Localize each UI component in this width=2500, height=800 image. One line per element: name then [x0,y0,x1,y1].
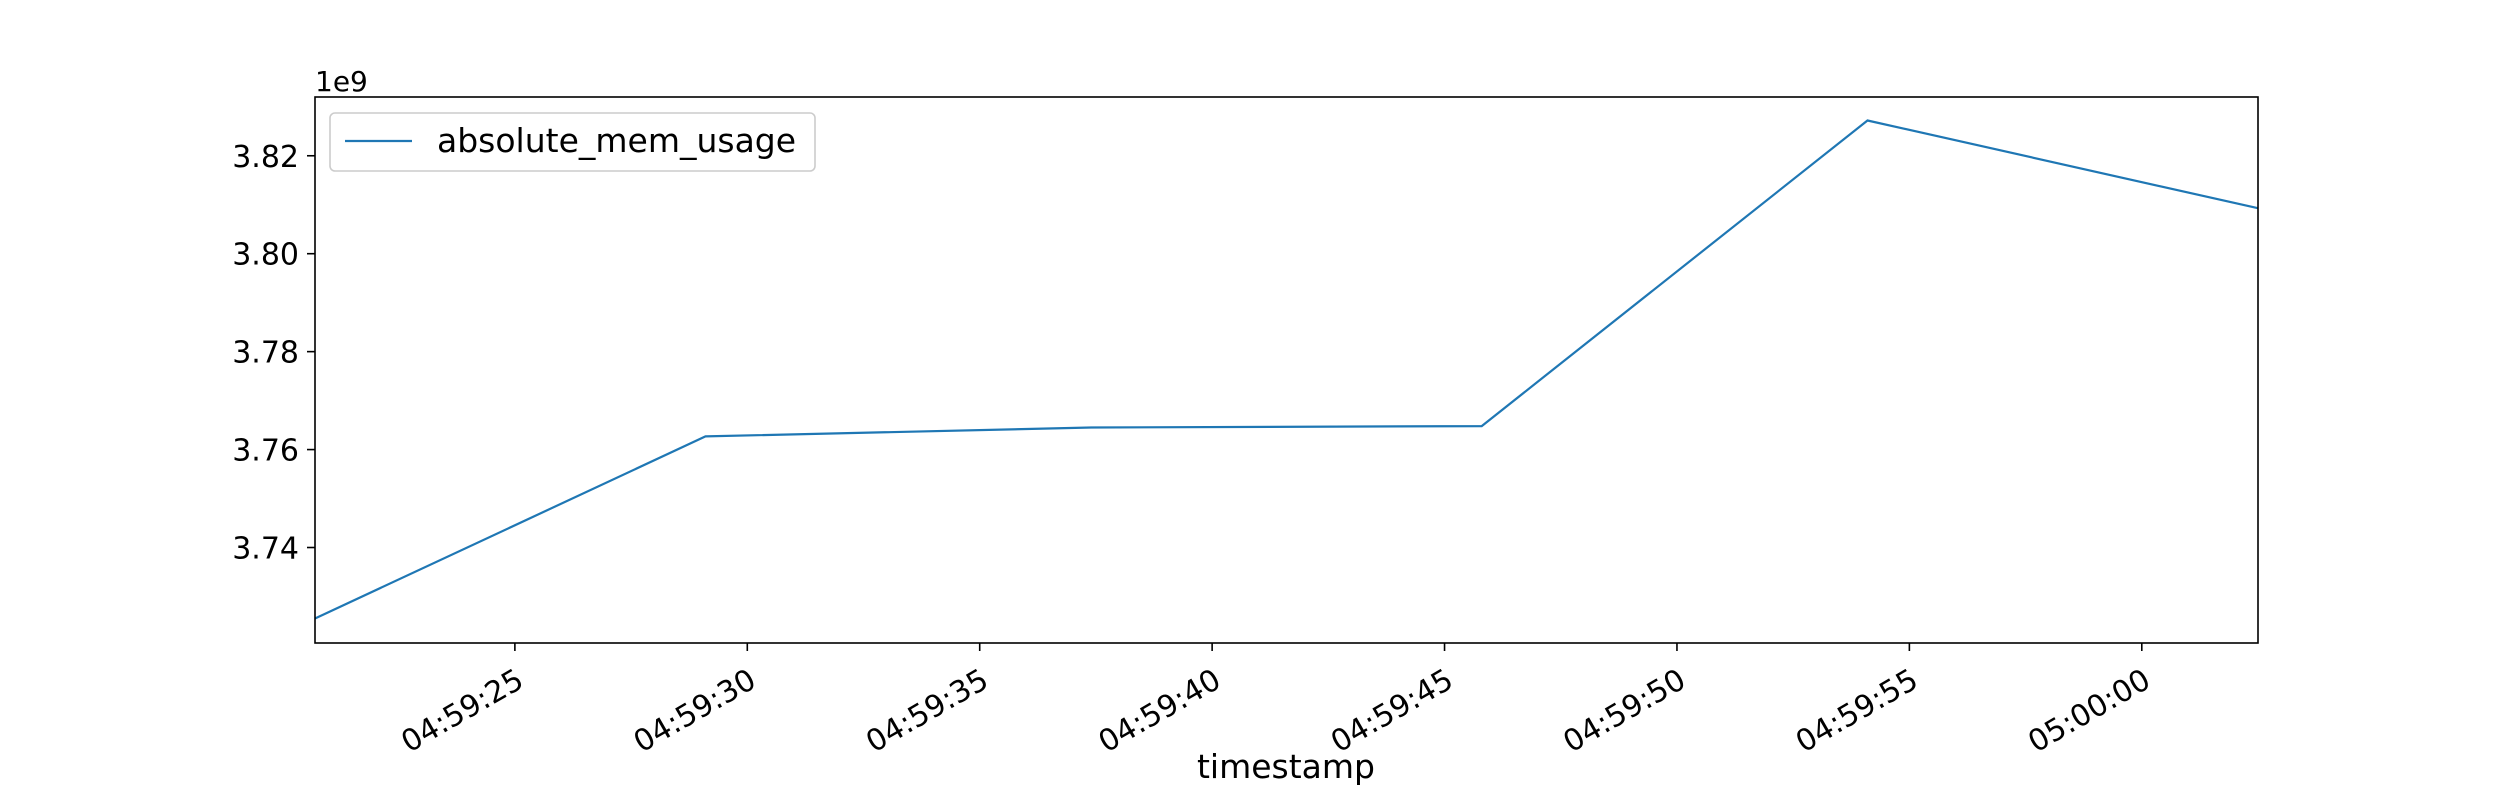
y-tick-label: 3.80 [232,238,299,273]
y-tick-label: 3.78 [232,336,299,371]
y-offset-label: 1e9 [315,65,368,98]
y-tick-label: 3.76 [232,434,299,469]
x-tick-label: 04:59:25 [395,662,529,760]
x-axis-label: timestamp [1197,747,1375,786]
x-tick-label: 04:59:55 [1790,662,1924,760]
x-tick-label: 04:59:40 [1093,662,1227,760]
x-tick-label: 04:59:35 [860,662,994,760]
x-tick-label: 05:00:00 [2022,662,2156,760]
y-axis-ticks: 3.74 3.76 3.78 3.80 3.82 [232,140,315,567]
y-tick-label: 3.82 [232,140,299,175]
series-line-absolute-mem-usage [314,119,2259,620]
x-tick-label: 04:59:30 [628,662,762,760]
x-tick-label: 04:59:45 [1325,662,1459,760]
plot-frame [314,96,2259,644]
x-tick-label: 04:59:50 [1558,662,1692,760]
x-axis-ticks: 04:59:25 04:59:30 04:59:35 04:59:40 04:59:45… [395,643,2157,760]
legend: absolute_mem_usage [329,112,816,172]
legend-label-absolute-mem-usage: absolute_mem_usage [437,121,796,160]
y-tick-label: 3.74 [232,532,299,567]
legend-box [329,112,816,172]
